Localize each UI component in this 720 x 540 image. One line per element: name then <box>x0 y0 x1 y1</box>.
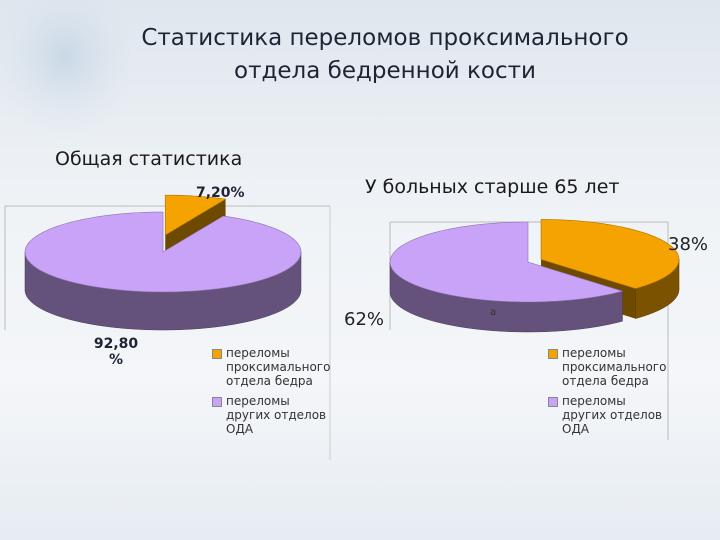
data-label: 92,80 % <box>93 336 139 368</box>
data-label: 7,20% <box>196 185 245 201</box>
legend: переломы проксимального отдела бедра пере… <box>548 346 666 442</box>
legend-swatch <box>548 397 558 407</box>
pie-slice <box>164 194 227 236</box>
legend-label: переломы других отделов ОДА <box>562 394 663 436</box>
legend-entry: переломы проксимального отдела бедра <box>548 346 666 388</box>
legend: переломы проксимального отдела бедра пере… <box>212 346 331 442</box>
pie-slice <box>24 211 302 293</box>
legend-label: переломы проксимального отдела бедра <box>562 346 667 388</box>
pie-slice <box>540 219 680 289</box>
photo-backdrop <box>0 0 130 140</box>
data-label: 62% <box>344 309 385 330</box>
slide-title: Статистика переломов проксимального отде… <box>141 25 629 84</box>
legend-entry: переломы других отделов ОДА <box>212 394 328 436</box>
legend-label: переломы проксимального отдела бедра <box>226 346 331 388</box>
chart-title: У больных старше 65 лет <box>365 176 620 198</box>
legend-entry: переломы проксимального отдела бедра <box>212 346 331 388</box>
chart-title: Общая статистика <box>55 148 243 170</box>
legend-swatch <box>212 349 222 359</box>
annotation: а <box>490 307 497 318</box>
legend-entry: переломы других отделов ОДА <box>548 394 666 436</box>
legend-swatch <box>548 349 558 359</box>
data-label: 38% <box>668 234 709 255</box>
legend-swatch <box>212 397 222 407</box>
legend-label: переломы других отделов ОДА <box>226 394 327 436</box>
pie-slice <box>389 221 624 303</box>
